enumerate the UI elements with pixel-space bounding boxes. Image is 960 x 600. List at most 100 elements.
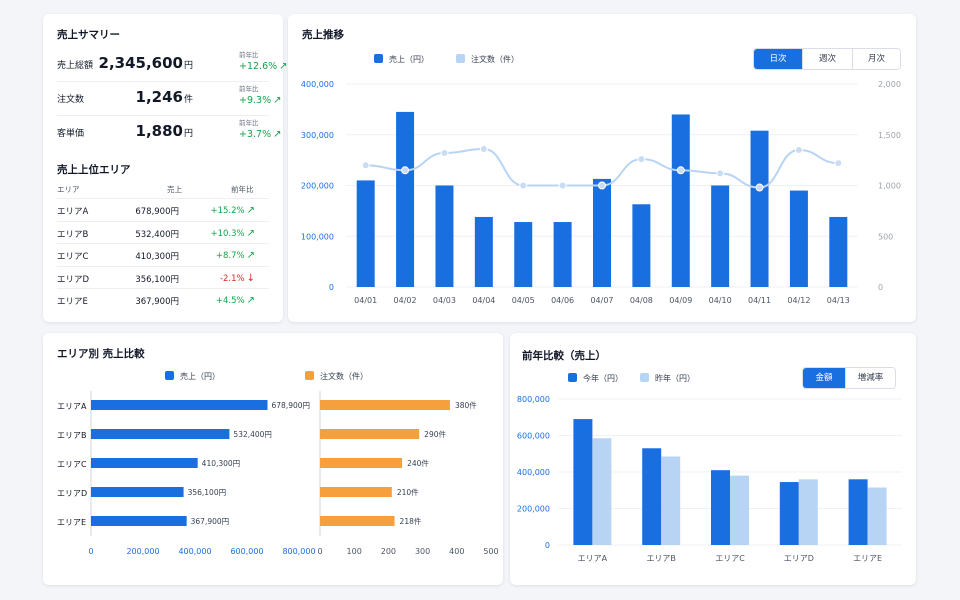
column-header-area: エリア <box>57 185 80 194</box>
tab-weekly[interactable]: 週次 <box>802 49 852 69</box>
point-orders <box>440 149 449 158</box>
bar-sales <box>553 222 572 287</box>
y-tick-label: エリアE <box>57 518 86 527</box>
arrow-down-icon: ↓ <box>246 272 255 284</box>
summary-label: 注文数 <box>57 95 85 105</box>
y-tick-label: エリアD <box>57 489 87 498</box>
yoy-legend-last-year: 昨年（円） <box>640 373 695 384</box>
area-legend-orders: 注文数（件） <box>305 371 368 382</box>
sales-trend-card: 売上推移 売上（円） 注文数（件） 日次 週次 月次 0 100,000 200,0… <box>288 14 916 322</box>
summary-value: 1,880円 <box>135 122 193 140</box>
x2-tick-label: 400 <box>449 547 464 556</box>
tab-monthly[interactable]: 月次 <box>852 49 900 69</box>
area-legend-sales: 売上（円） <box>165 371 220 382</box>
bar-sales <box>91 516 187 526</box>
area-yoy: +8.7% ↗ <box>215 250 255 261</box>
y2-tick-label: 0 <box>878 283 883 292</box>
x-tick-label: エリアD <box>784 554 814 563</box>
arrow-up-right-icon: ↗ <box>246 295 255 306</box>
data-label: 532,400円 <box>233 430 272 439</box>
x-tick-label: エリアB <box>646 554 676 563</box>
x2-tick-label: 0 <box>317 547 322 556</box>
y-tick-label: 400,000 <box>301 80 334 89</box>
point-orders <box>598 181 606 190</box>
y-tick-label: 0 <box>545 541 550 550</box>
point-orders <box>794 145 803 154</box>
top-areas-title: 売上上位エリア <box>57 164 131 176</box>
area-name: エリアE <box>57 297 88 307</box>
bar-last-year <box>798 479 818 545</box>
yoy-compare-card: 前年比較（売上） 今年（円） 昨年（円） 金額 増減率 0 200,000 400,… <box>510 333 916 585</box>
legend-swatch <box>456 54 465 63</box>
arrow-up-right-icon: ↗ <box>246 227 255 239</box>
tab-change-rate[interactable]: 増減率 <box>845 368 895 388</box>
area-sales: 356,100円 <box>135 274 179 285</box>
bar-last-year <box>661 456 681 545</box>
trend-period-tabs: 日次 週次 月次 <box>753 48 901 70</box>
bar-last-year <box>592 438 612 545</box>
arrow-up-right-icon: ↗ <box>273 129 282 140</box>
summary-card: 売上サマリー 売上総額 2,345,600円 前年比 +12.6% ↗ 注文数 1… <box>43 14 288 322</box>
y-tick-label: 800,000 <box>517 395 550 404</box>
legend-swatch <box>165 371 174 380</box>
x-tick-label: エリアC <box>715 554 745 563</box>
summary-row-sales: 売上総額 2,345,600円 前年比 +12.6% ↗ <box>57 48 288 82</box>
bar-sales <box>593 178 611 287</box>
bar-sales <box>711 185 730 287</box>
sales-trend-chart: 0 100,000 200,000 300,000 400,000 0 500 1,000 1,… <box>301 80 901 305</box>
x-tick-label: 04/03 <box>433 296 456 305</box>
y-tick-label: 100,000 <box>301 232 334 241</box>
summary-yoy: +12.6% ↗ <box>239 61 288 72</box>
data-label: 678,900円 <box>272 401 311 410</box>
data-label: 210件 <box>397 487 419 497</box>
data-label: 380件 <box>455 400 477 410</box>
y2-tick-label: 2,000 <box>878 80 901 89</box>
legend-swatch <box>305 371 314 380</box>
trend-legend-orders: 注文数（件） <box>456 54 519 65</box>
legend-swatch <box>568 373 577 382</box>
table-row: エリアD 356,100円 -2.1% ↓ <box>57 265 269 288</box>
x-tick-label: 0 <box>88 547 93 556</box>
bar-orders <box>320 458 403 468</box>
x-tick-label: 04/12 <box>787 296 810 305</box>
bar-this-year <box>711 470 730 545</box>
area-sales: 678,900円 <box>135 207 179 217</box>
area-sales: 532,400円 <box>135 229 179 240</box>
area-yoy: +10.3% ↗ <box>210 227 255 239</box>
data-label: 410,300円 <box>202 459 241 468</box>
y-tick-label: エリアB <box>57 431 87 440</box>
yoy-mode-tabs: 金額 増減率 <box>802 367 896 389</box>
area-name: エリアD <box>57 274 90 285</box>
x-tick-label: 04/10 <box>709 296 732 305</box>
table-row: エリアA 678,900円 +15.2% ↗ <box>57 198 269 220</box>
tab-amount[interactable]: 金額 <box>803 368 845 388</box>
y-tick-label: 300,000 <box>301 131 334 140</box>
bar-this-year <box>848 479 868 545</box>
x-tick-label: 04/13 <box>827 296 850 305</box>
bar-this-year <box>779 482 799 545</box>
point-orders <box>401 166 410 175</box>
table-row: エリアC 410,300円 +8.7% ↗ <box>57 243 269 265</box>
arrow-up-right-icon: ↗ <box>246 205 255 216</box>
point-orders <box>676 166 685 175</box>
x-tick-label: 04/08 <box>630 296 653 305</box>
y2-tick-label: 1,000 <box>878 182 901 191</box>
y-tick-label: 0 <box>329 283 334 292</box>
column-header-yoy: 前年比 <box>231 185 254 194</box>
bar-orders <box>320 487 392 497</box>
x-tick-label: エリアE <box>853 554 882 563</box>
tab-daily[interactable]: 日次 <box>754 49 802 69</box>
summary-label: 売上総額 <box>57 61 94 71</box>
bar-sales <box>750 130 769 287</box>
bar-sales <box>435 185 454 287</box>
summary-yoy: +9.3% ↗ <box>239 95 282 106</box>
point-orders <box>716 169 725 178</box>
bar-sales <box>829 216 848 287</box>
x-tick-label: エリアA <box>578 554 608 563</box>
legend-swatch <box>374 54 383 63</box>
data-label: 290件 <box>424 429 446 439</box>
area-name: エリアA <box>57 207 89 217</box>
x-tick-label: 04/11 <box>748 296 771 305</box>
y-tick-label: 200,000 <box>517 505 550 514</box>
bar-this-year <box>573 419 593 545</box>
